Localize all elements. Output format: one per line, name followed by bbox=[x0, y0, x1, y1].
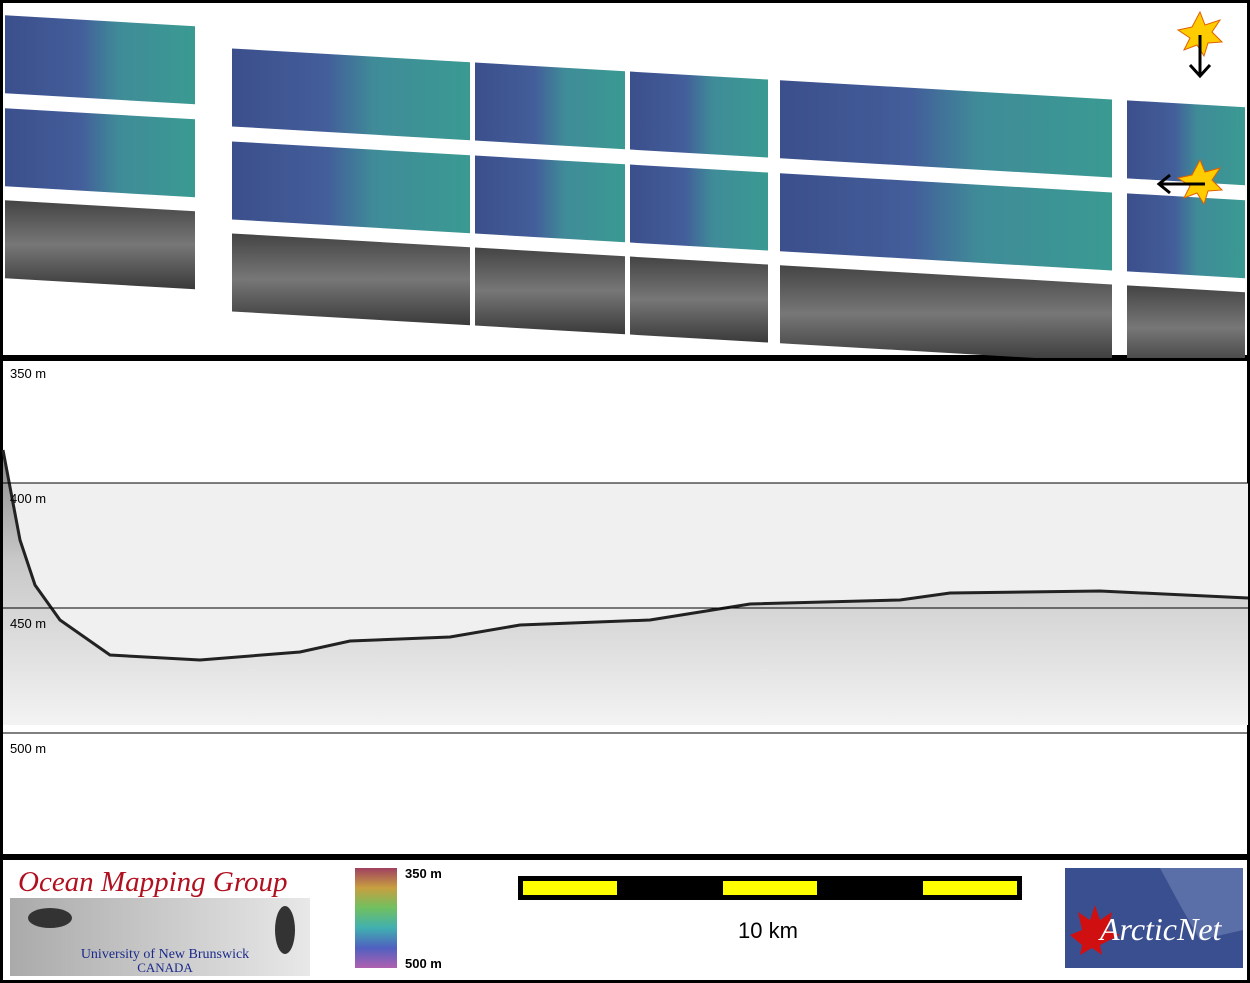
swath-maps bbox=[5, 15, 1245, 371]
swath-strip bbox=[475, 247, 625, 335]
depth-label: 500 m bbox=[10, 741, 46, 756]
partner-logo-map bbox=[1160, 868, 1243, 940]
swath-strip bbox=[232, 48, 470, 141]
colorbar bbox=[355, 868, 397, 968]
maple-leaf bbox=[1070, 905, 1120, 955]
sun-icon-vertical bbox=[1176, 10, 1224, 79]
depth-label: 400 m bbox=[10, 491, 46, 506]
swath-strip bbox=[1127, 285, 1245, 371]
swath-strip bbox=[1127, 193, 1245, 279]
scale-label: 10 km bbox=[738, 918, 798, 943]
seafloor-reflector bbox=[1, 449, 1249, 662]
logo-vehicle bbox=[275, 906, 295, 954]
swath-strip bbox=[475, 155, 625, 243]
swath-strip bbox=[1127, 100, 1245, 186]
logo-vehicle bbox=[28, 908, 72, 928]
logo-title: Ocean Mapping Group bbox=[18, 866, 288, 898]
swath-strip bbox=[475, 62, 625, 150]
colorbar-label: 350 m bbox=[405, 866, 442, 881]
swath-strip bbox=[5, 200, 195, 290]
swath-strip bbox=[630, 164, 768, 251]
swath-strip bbox=[630, 256, 768, 343]
swath-strip bbox=[780, 80, 1112, 178]
colorbar-label: 500 m bbox=[405, 956, 442, 971]
partner-logo: ArcticNet bbox=[1098, 911, 1223, 947]
swath-strip bbox=[780, 173, 1112, 271]
swath-strip bbox=[232, 141, 470, 234]
sun-icon-horizontal bbox=[1156, 158, 1224, 206]
depth-label: 450 m bbox=[10, 616, 46, 631]
swath-strip bbox=[630, 71, 768, 158]
swath-strip bbox=[5, 15, 195, 105]
depth-label: 350 m bbox=[10, 366, 46, 381]
logo-university: University of New Brunswick bbox=[81, 947, 249, 962]
sediment bbox=[3, 450, 1248, 725]
scale-segment bbox=[923, 881, 1017, 895]
scale-segment bbox=[523, 881, 617, 895]
swath-strip bbox=[232, 233, 470, 326]
swath-strip bbox=[5, 108, 195, 198]
swath-strip bbox=[780, 265, 1112, 363]
scale-segment bbox=[723, 881, 817, 895]
logo-country: CANADA bbox=[137, 960, 193, 975]
